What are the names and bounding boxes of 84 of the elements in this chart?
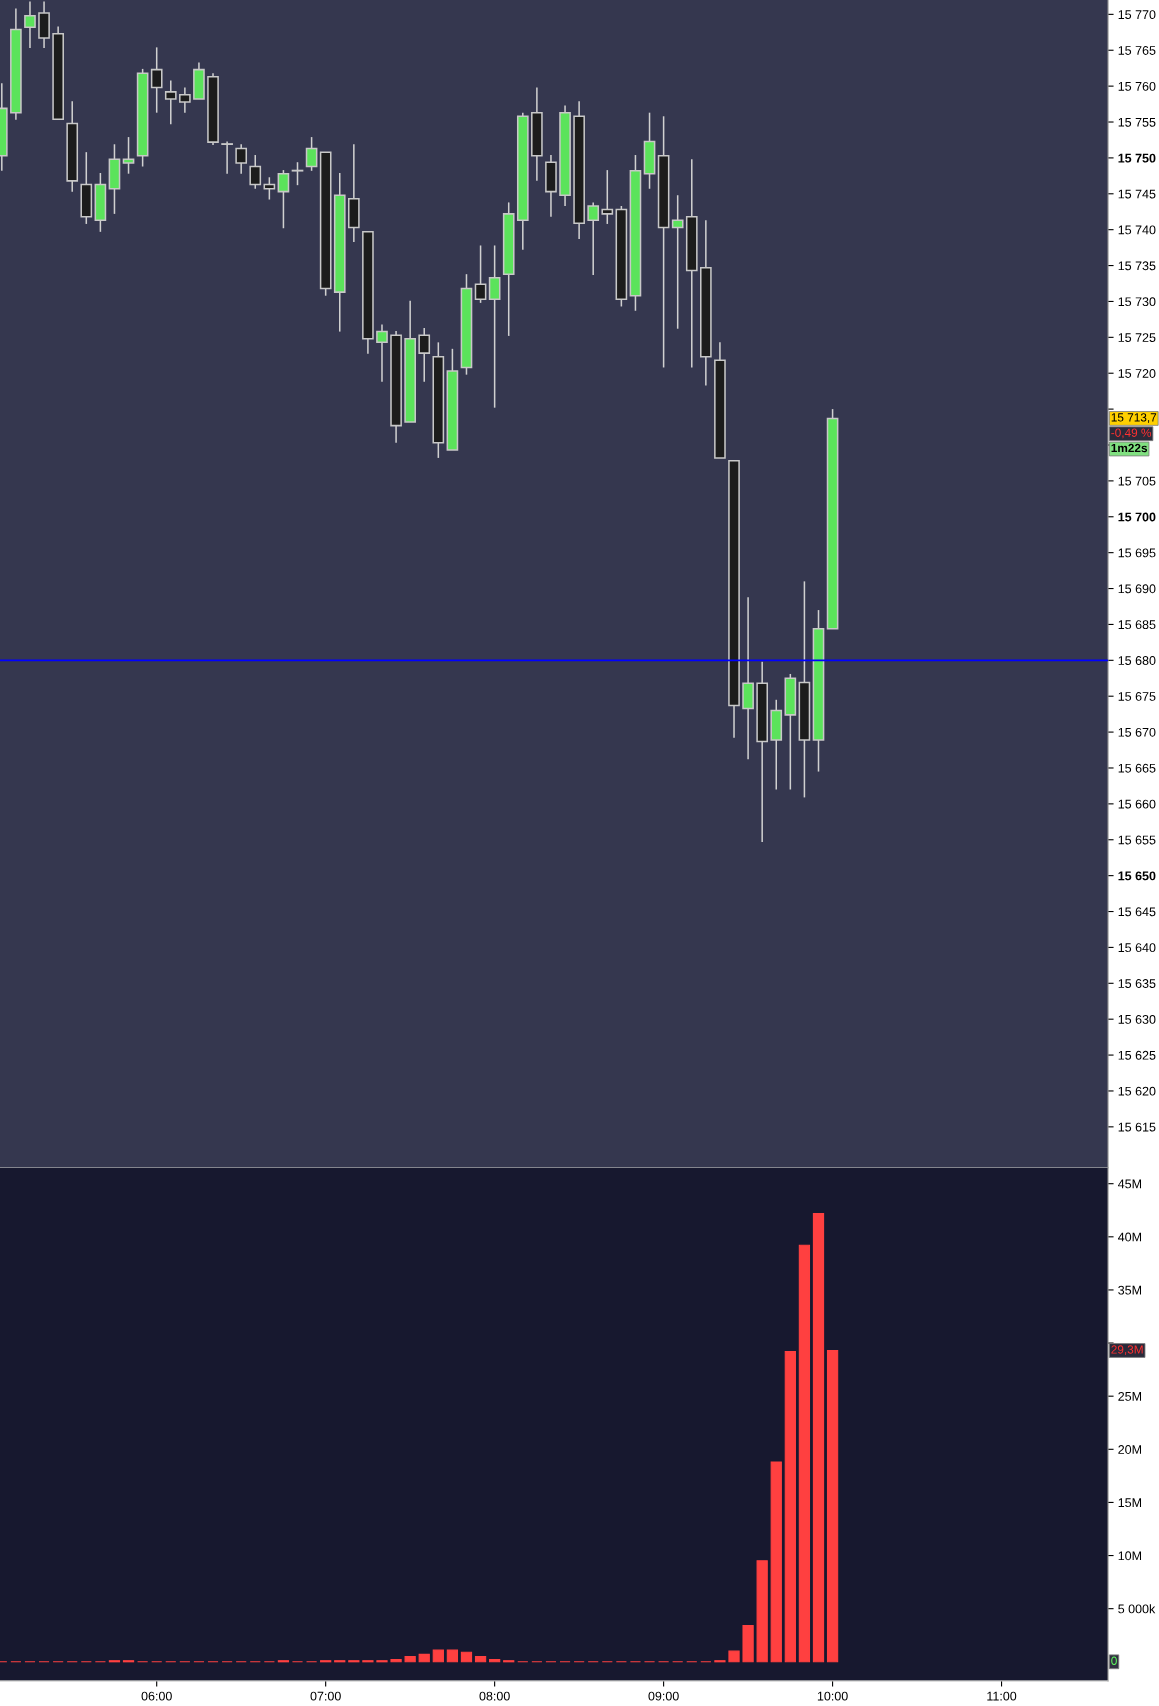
y-tick-label: 15 760 — [1118, 81, 1156, 91]
text: 29,3M — [1111, 1345, 1143, 1356]
candlestick — [249, 154, 262, 190]
candlestick — [305, 136, 318, 172]
y-tick-label: 15 705 — [1118, 476, 1156, 486]
candlestick — [488, 244, 501, 409]
y-tick-label: 15 635 — [1118, 979, 1156, 988]
bar — [460, 1651, 473, 1663]
bar — [474, 1655, 487, 1663]
y-tick-label: 15 735 — [1118, 261, 1156, 271]
y-tick-label: 15 765 — [1118, 46, 1156, 55]
x-tick-label: 06:00 — [141, 1691, 172, 1701]
y-tick-label: 15 680 — [1118, 656, 1156, 665]
candlestick — [474, 244, 487, 304]
y-tick-label: 40M — [1118, 1232, 1142, 1242]
y-tick-label: 15 675 — [1118, 692, 1156, 701]
y-tick-label: 15 655 — [1118, 835, 1156, 845]
candlestick — [164, 79, 177, 125]
bar — [812, 1212, 825, 1663]
candlestick — [263, 176, 276, 201]
y-tick-label: 15 685 — [1118, 620, 1156, 630]
y-tick-label: 15 695 — [1118, 548, 1156, 558]
y-tick-label: 10M — [1118, 1551, 1142, 1561]
candlestick — [235, 143, 248, 175]
y-tick-label: 5 000k — [1118, 1604, 1156, 1614]
candlestick — [122, 136, 135, 175]
candlestick — [179, 86, 191, 114]
y-tick-label: 45M — [1118, 1179, 1142, 1189]
y-tick-label: 15 625 — [1118, 1050, 1156, 1060]
candlestick — [150, 46, 163, 114]
x-tick-label: 09:00 — [648, 1691, 679, 1701]
bar — [770, 1461, 782, 1663]
bar — [784, 1351, 796, 1663]
bar — [390, 1659, 402, 1663]
y-tick-label: 15 645 — [1118, 907, 1156, 917]
y-tick-label: 15 665 — [1118, 763, 1156, 773]
candlestick — [671, 194, 684, 330]
y-tick-label: 15 620 — [1118, 1086, 1156, 1096]
candlestick — [24, 0, 36, 49]
y-tick-label: 15 770 — [1118, 10, 1156, 20]
y-tick-label: 20M — [1118, 1445, 1142, 1454]
y-tick-label: 15 670 — [1118, 727, 1156, 737]
y-tick-label: 15 700 — [1118, 512, 1156, 522]
text: 1m22s — [1111, 443, 1148, 453]
candlestick — [418, 327, 431, 383]
candlestick — [277, 169, 290, 230]
candlestick — [221, 140, 233, 175]
y-tick-label: 15 725 — [1118, 333, 1156, 342]
y-tick-label: 15 755 — [1118, 117, 1156, 127]
y-tick-label: 15 750 — [1118, 153, 1156, 163]
x-tick-label: 11:00 — [987, 1691, 1017, 1701]
bar — [798, 1244, 811, 1663]
bar — [446, 1649, 459, 1663]
candlestick — [376, 323, 388, 383]
bar — [756, 1560, 768, 1663]
y-tick-label: 15 730 — [1118, 297, 1156, 307]
y-tick-label: 15 745 — [1118, 189, 1156, 199]
bar — [404, 1655, 416, 1663]
candlestick — [601, 169, 614, 225]
bar — [418, 1653, 430, 1663]
y-tick-label: 15 720 — [1118, 369, 1156, 378]
text: 15 713,7 — [1111, 413, 1157, 423]
candlestick — [587, 201, 600, 276]
y-tick-label: 15 690 — [1118, 584, 1156, 594]
y-tick-label: 15 630 — [1118, 1014, 1156, 1024]
y-tick-label: 15 615 — [1118, 1122, 1156, 1132]
y-tick-label: 15 660 — [1118, 799, 1156, 809]
bar — [728, 1650, 740, 1663]
x-tick-label: 08:00 — [479, 1691, 510, 1701]
candlestick — [291, 161, 304, 186]
x-tick-label: 07:00 — [310, 1691, 341, 1701]
y-tick-label: 15 650 — [1118, 871, 1156, 881]
bar — [826, 1349, 839, 1663]
y-tick-label: 25M — [1118, 1391, 1142, 1401]
bar — [742, 1625, 754, 1663]
y-tick-label: 15 740 — [1118, 225, 1156, 235]
text: -0,49 % — [1111, 428, 1152, 439]
y-tick-label: 15M — [1118, 1498, 1142, 1508]
y-tick-label: 35M — [1118, 1285, 1142, 1295]
bar — [432, 1649, 444, 1663]
x-tick-label: 10:00 — [817, 1691, 848, 1701]
text: 0 — [1111, 1656, 1117, 1665]
y-tick-label: 15 640 — [1118, 943, 1156, 953]
bar — [489, 1659, 501, 1663]
